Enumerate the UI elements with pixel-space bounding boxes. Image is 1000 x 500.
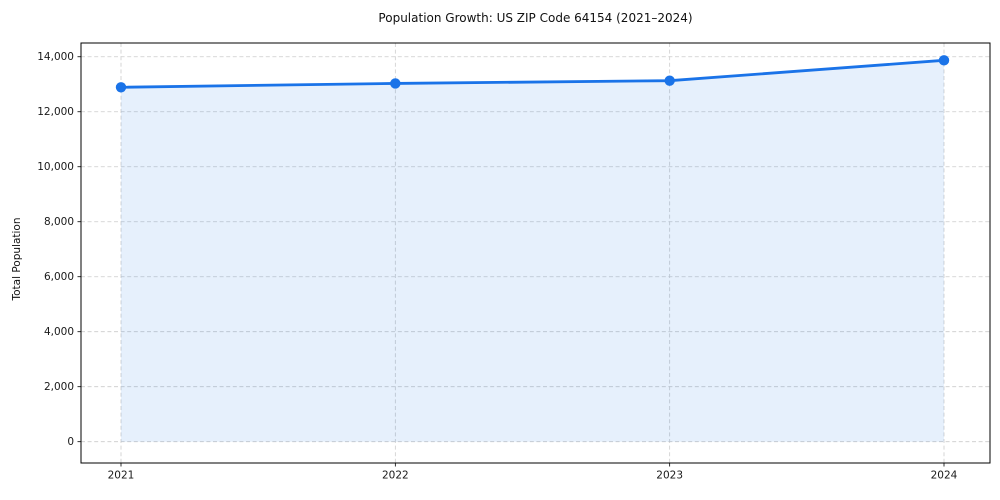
data-point-2021 [115,82,127,93]
y-tick-label: 14,000 [37,51,74,63]
x-tick-label: 2023 [656,470,683,482]
x-tick-label: 2021 [108,470,135,482]
area-fill [121,60,944,442]
y-tick-label: 2,000 [44,381,74,393]
series-layer [115,55,950,93]
axes-spines-layer [80,42,991,464]
y-tick-label: 4,000 [44,326,74,338]
area-fill-layer [121,60,944,442]
y-tick-label: 10,000 [37,161,74,173]
data-line [119,58,946,89]
y-tick-label: 12,000 [37,106,74,118]
data-point-2024 [938,55,950,66]
tick-layer: 0 2,000 4,000 6,000 8,000 10,000 12,000 14,000 2… [37,51,957,481]
y-axis-label-text: Total Population [11,217,23,301]
y-tick-label: 0 [67,436,74,448]
data-point-2023 [664,75,675,86]
x-tick-label: 2022 [382,470,409,482]
chart-title: Population Growth: US ZIP Code 64154 (20… [378,11,693,25]
x-tick-label: 2024 [931,470,958,482]
y-tick-label: 6,000 [44,271,74,283]
plot-border [80,42,991,464]
data-point-2022 [390,78,401,89]
grid-layer [81,43,990,463]
y-tick-label: 8,000 [44,216,74,228]
